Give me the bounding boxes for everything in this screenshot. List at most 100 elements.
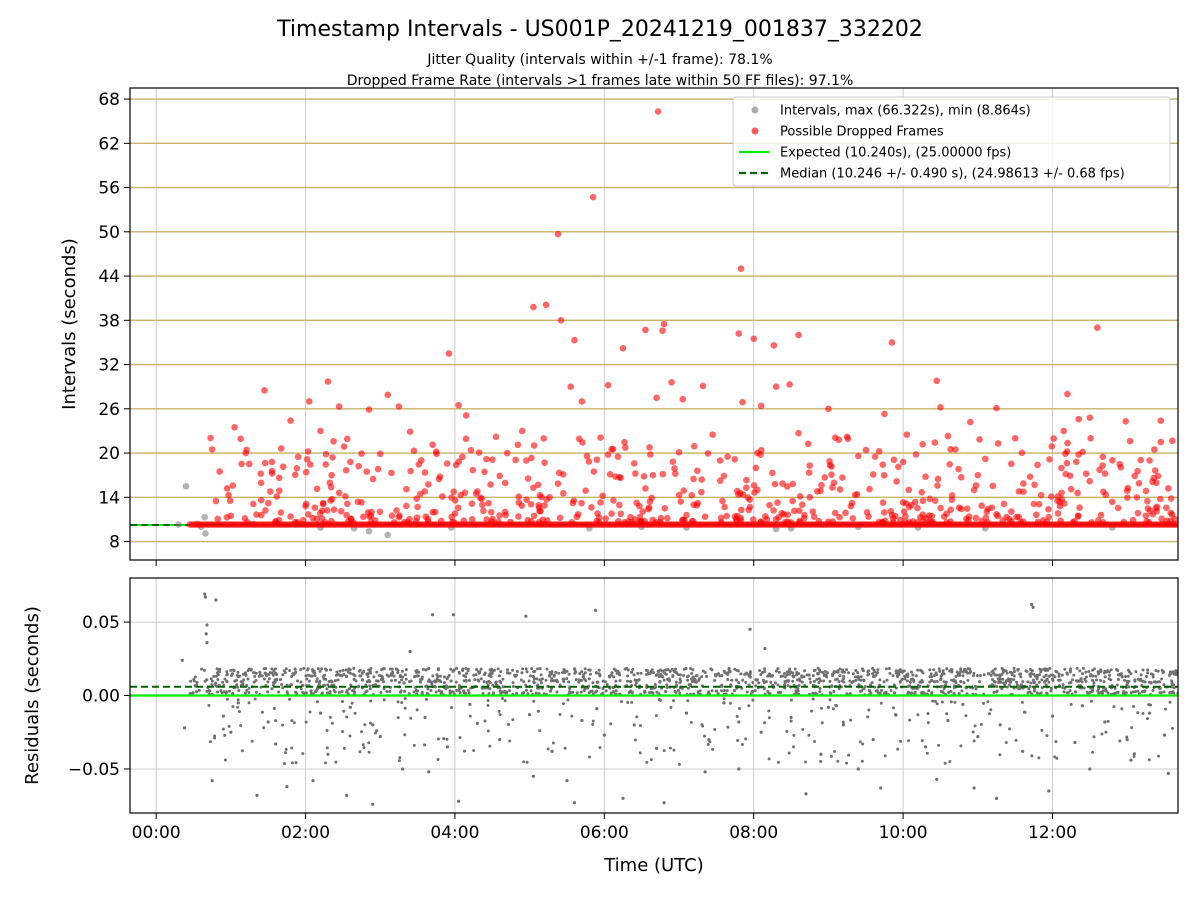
residual-point bbox=[866, 715, 870, 719]
residual-point bbox=[397, 759, 401, 763]
residual-point bbox=[401, 675, 405, 679]
dropped-frame-point bbox=[396, 512, 403, 519]
residual-point bbox=[529, 674, 533, 678]
residual-point bbox=[216, 690, 220, 694]
dropped-frame-point bbox=[304, 448, 312, 455]
dropped-frame-point bbox=[806, 462, 814, 469]
dropped-frame-point bbox=[406, 428, 414, 435]
dropped-frame-point bbox=[779, 480, 786, 487]
y-tick-label: 32 bbox=[98, 356, 120, 376]
residual-point bbox=[1101, 689, 1105, 693]
residual-point bbox=[703, 770, 707, 774]
residual-point bbox=[203, 679, 207, 683]
residual-point bbox=[912, 678, 916, 682]
residual-point bbox=[978, 680, 982, 684]
dropped-frame-point bbox=[737, 506, 745, 514]
residual-point bbox=[506, 668, 510, 672]
residual-point bbox=[307, 679, 311, 683]
residual-point bbox=[1018, 672, 1022, 676]
residual-point bbox=[960, 689, 964, 693]
residual-point bbox=[842, 680, 846, 684]
residual-point bbox=[270, 667, 274, 671]
dropped-frame-point bbox=[751, 489, 758, 496]
residual-point bbox=[281, 723, 285, 727]
residual-point bbox=[1053, 755, 1057, 759]
residual-point bbox=[434, 690, 438, 694]
dropped-frame-point bbox=[944, 432, 952, 440]
residual-point bbox=[930, 691, 934, 695]
residual-point bbox=[676, 688, 680, 692]
residual-point bbox=[236, 670, 240, 674]
residual-point bbox=[1047, 789, 1051, 793]
residual-point bbox=[1099, 678, 1103, 682]
dropped-frame-point bbox=[621, 438, 628, 446]
residual-point bbox=[318, 669, 322, 673]
residual-point bbox=[324, 761, 328, 765]
residual-point bbox=[273, 667, 277, 671]
residual-point bbox=[302, 666, 306, 670]
residual-point bbox=[832, 670, 836, 674]
residual-point bbox=[519, 678, 523, 682]
dropped-frame-point bbox=[698, 476, 705, 483]
dropped-frame-point bbox=[922, 473, 929, 480]
residual-point bbox=[1160, 677, 1164, 681]
residual-point bbox=[783, 675, 787, 679]
residual-point bbox=[908, 718, 912, 722]
residual-point bbox=[860, 759, 864, 763]
residual-point bbox=[665, 683, 669, 687]
dropped-frame-point bbox=[1088, 519, 1095, 526]
dropped-frame-point bbox=[582, 487, 589, 494]
residual-point bbox=[353, 711, 357, 715]
dropped-frame-point bbox=[543, 496, 550, 503]
dropped-frame-point bbox=[534, 481, 542, 489]
residual-point bbox=[630, 700, 634, 704]
dropped-frame-point bbox=[1124, 484, 1132, 492]
residual-point bbox=[722, 689, 726, 693]
residual-point bbox=[333, 690, 337, 694]
residual-point bbox=[281, 673, 285, 677]
residual-point bbox=[583, 667, 587, 671]
residual-point bbox=[1125, 737, 1129, 742]
dropped-frame-point bbox=[1126, 437, 1134, 445]
dropped-frame-point bbox=[578, 499, 585, 507]
interval-point bbox=[201, 513, 208, 521]
residual-point bbox=[986, 700, 990, 704]
residual-point bbox=[445, 677, 449, 681]
residual-point bbox=[1173, 671, 1177, 675]
dropped-frame-point bbox=[313, 485, 321, 493]
dropped-frame-point bbox=[337, 507, 345, 515]
residual-point bbox=[200, 667, 204, 671]
dropped-frame-point bbox=[731, 456, 738, 463]
dropped-frame-point bbox=[528, 454, 535, 462]
residual-point bbox=[389, 672, 393, 676]
residual-point bbox=[753, 689, 757, 693]
dropped-frame-point bbox=[1054, 497, 1061, 505]
residual-point bbox=[703, 734, 707, 738]
residual-point bbox=[382, 667, 386, 671]
dropped-frame-point bbox=[639, 508, 647, 515]
dropped-frame-point bbox=[518, 502, 526, 509]
residual-point bbox=[710, 689, 714, 693]
residual-point bbox=[591, 719, 595, 723]
residual-point bbox=[1040, 678, 1044, 682]
residual-point bbox=[567, 680, 571, 684]
residual-point bbox=[479, 677, 483, 681]
residual-point bbox=[588, 672, 592, 676]
residual-point bbox=[920, 691, 924, 695]
residual-point bbox=[841, 677, 845, 681]
residual-point bbox=[273, 678, 277, 682]
residual-point bbox=[1129, 758, 1133, 762]
residual-point bbox=[481, 691, 485, 695]
residual-point bbox=[1045, 667, 1049, 671]
residual-point bbox=[367, 750, 371, 754]
residual-point bbox=[813, 691, 817, 695]
dropped-frame-point bbox=[919, 497, 927, 505]
residual-point bbox=[942, 686, 946, 690]
residual-point bbox=[743, 672, 747, 676]
dropped-frame-point bbox=[757, 402, 765, 410]
residual-point bbox=[1120, 707, 1124, 711]
dropped-frame-point bbox=[530, 303, 537, 311]
residual-point bbox=[662, 749, 666, 753]
dropped-frame-point bbox=[735, 491, 742, 498]
residual-point bbox=[353, 691, 357, 695]
